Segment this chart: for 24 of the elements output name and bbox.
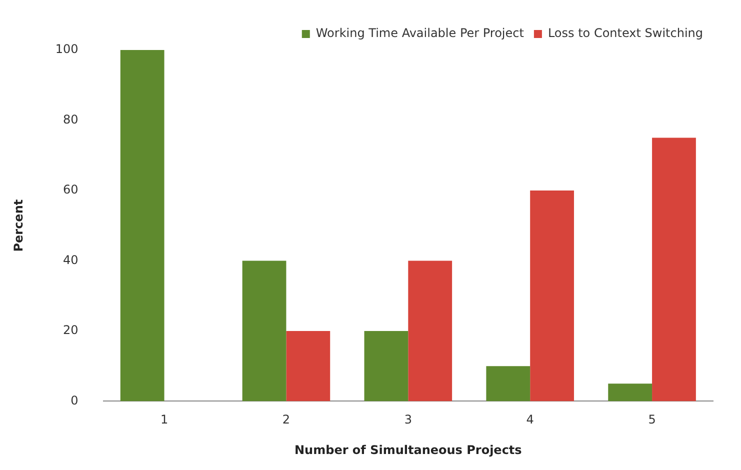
y-tick-label: 60	[63, 182, 78, 197]
bar	[242, 260, 286, 402]
bar	[486, 366, 530, 402]
x-tick-label: 3	[404, 412, 412, 427]
y-tick-label: 80	[63, 112, 78, 126]
y-tick-label: 40	[63, 252, 78, 267]
bar	[408, 260, 452, 402]
x-axis-title: Number of Simultaneous Projects	[294, 442, 522, 457]
bar	[120, 50, 164, 402]
y-tick-label: 100	[55, 42, 78, 56]
x-tick-label: 2	[282, 412, 290, 427]
y-axis-title: Percent	[11, 199, 26, 252]
x-tick-label: 1	[160, 412, 168, 427]
legend-label: Working Time Available Per Project	[316, 26, 524, 40]
bar	[608, 384, 652, 402]
x-tick-label: 4	[526, 412, 534, 427]
bar	[364, 330, 408, 402]
y-tick-label: 0	[70, 393, 78, 408]
x-tick-label: 5	[648, 412, 656, 427]
bar	[286, 330, 330, 402]
bar	[652, 138, 696, 402]
bar	[530, 190, 574, 402]
legend-label: Loss to Context Switching	[548, 26, 704, 40]
y-tick-label: 20	[63, 323, 78, 338]
